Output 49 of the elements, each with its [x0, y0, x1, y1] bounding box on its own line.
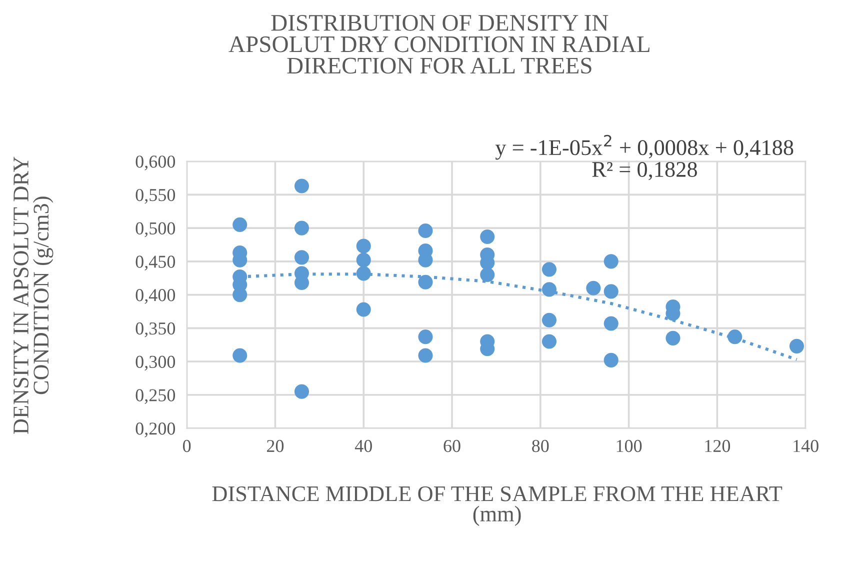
x-tick-label: 120 — [705, 440, 730, 452]
y-tick-label: 0,350 — [136, 322, 176, 338]
x-tick-label: 40 — [354, 440, 372, 452]
y-tick-label: 0,550 — [136, 188, 176, 204]
y-axis-title: DENSITY IN APSOLUT DRY CONDITION (g/cm3) — [14, 156, 54, 434]
point — [604, 284, 618, 299]
point — [666, 330, 680, 346]
point — [294, 384, 310, 399]
y-tick-label: 0,450 — [136, 256, 176, 270]
point — [418, 348, 433, 363]
point — [356, 302, 371, 317]
y-tick-label: 0,250 — [136, 389, 176, 404]
point — [232, 348, 248, 363]
x-tick-label: 20 — [266, 440, 284, 452]
point — [604, 352, 618, 368]
point — [542, 334, 557, 349]
point — [542, 312, 557, 328]
x-tick-label: 0 — [183, 440, 191, 452]
point — [232, 217, 248, 232]
point — [418, 330, 433, 344]
point — [294, 250, 310, 265]
point — [294, 220, 310, 236]
point — [294, 178, 310, 194]
point — [604, 316, 618, 331]
point — [480, 229, 495, 244]
x-tick-label: 140 — [794, 440, 818, 452]
y-tick-label: 0,500 — [136, 222, 176, 238]
x-tick-label: 100 — [616, 440, 642, 452]
point — [586, 280, 601, 296]
x-tick-label: 80 — [532, 440, 549, 452]
point — [480, 267, 495, 282]
text: y = -1E-05x$^{2}$ + 0,0008x + 0,4188 — [495, 134, 794, 160]
y-tick-label: 0,200 — [136, 422, 176, 438]
point — [542, 262, 557, 277]
point — [789, 338, 804, 354]
y-tick-label: 0,400 — [136, 289, 176, 304]
x-axis-title: DISTANCE MIDDLE OF THE SAMPLE FROM THE HEART (mm) — [212, 486, 782, 526]
chart-title: DISTRIBUTION OF DENSITY IN APSOLUT DRY CONDITION IN RADIAL DIRECTION FOR ALL TREES — [228, 14, 650, 74]
point — [418, 274, 433, 290]
y-tick-label: 0,600 — [136, 156, 176, 170]
point — [418, 223, 433, 238]
point — [604, 254, 618, 269]
point — [356, 266, 371, 281]
annotation: R² = 0,1828 — [592, 162, 697, 180]
x-tick-label: 60 — [444, 440, 460, 452]
point — [356, 252, 371, 268]
point — [232, 288, 248, 302]
y-tick-label: 0,300 — [136, 356, 176, 371]
point — [356, 238, 371, 254]
